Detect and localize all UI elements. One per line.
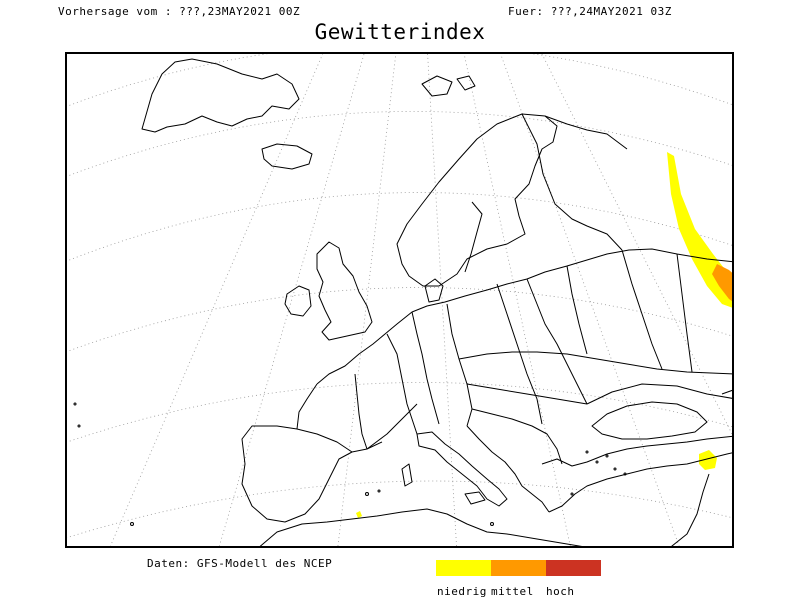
legend-swatch-low <box>436 560 491 576</box>
legend-label-high: hoch <box>546 585 575 598</box>
europe-map <box>67 54 732 546</box>
legend-swatch-high <box>546 560 601 576</box>
thunder-area-russia-mid <box>712 264 732 302</box>
thunder-areas <box>356 152 732 518</box>
graticule <box>67 54 732 546</box>
islands <box>73 402 627 526</box>
legend-label-low: niedrig <box>437 585 487 598</box>
forecast-date-label: Vorhersage vom : ???,23MAY2021 00Z <box>58 5 301 18</box>
valid-date-label: Fuer: ???,24MAY2021 03Z <box>508 5 672 18</box>
legend-label-medium: mittel <box>491 585 534 598</box>
thunder-area-levant-low <box>699 450 717 470</box>
legend-swatch-medium <box>491 560 546 576</box>
coastlines <box>141 58 732 546</box>
data-source-label: Daten: GFS-Modell des NCEP <box>147 557 333 570</box>
map-panel[interactable] <box>65 52 734 548</box>
page-title: Gewitterindex <box>314 20 486 44</box>
thunder-area-algeria-low <box>356 511 362 518</box>
